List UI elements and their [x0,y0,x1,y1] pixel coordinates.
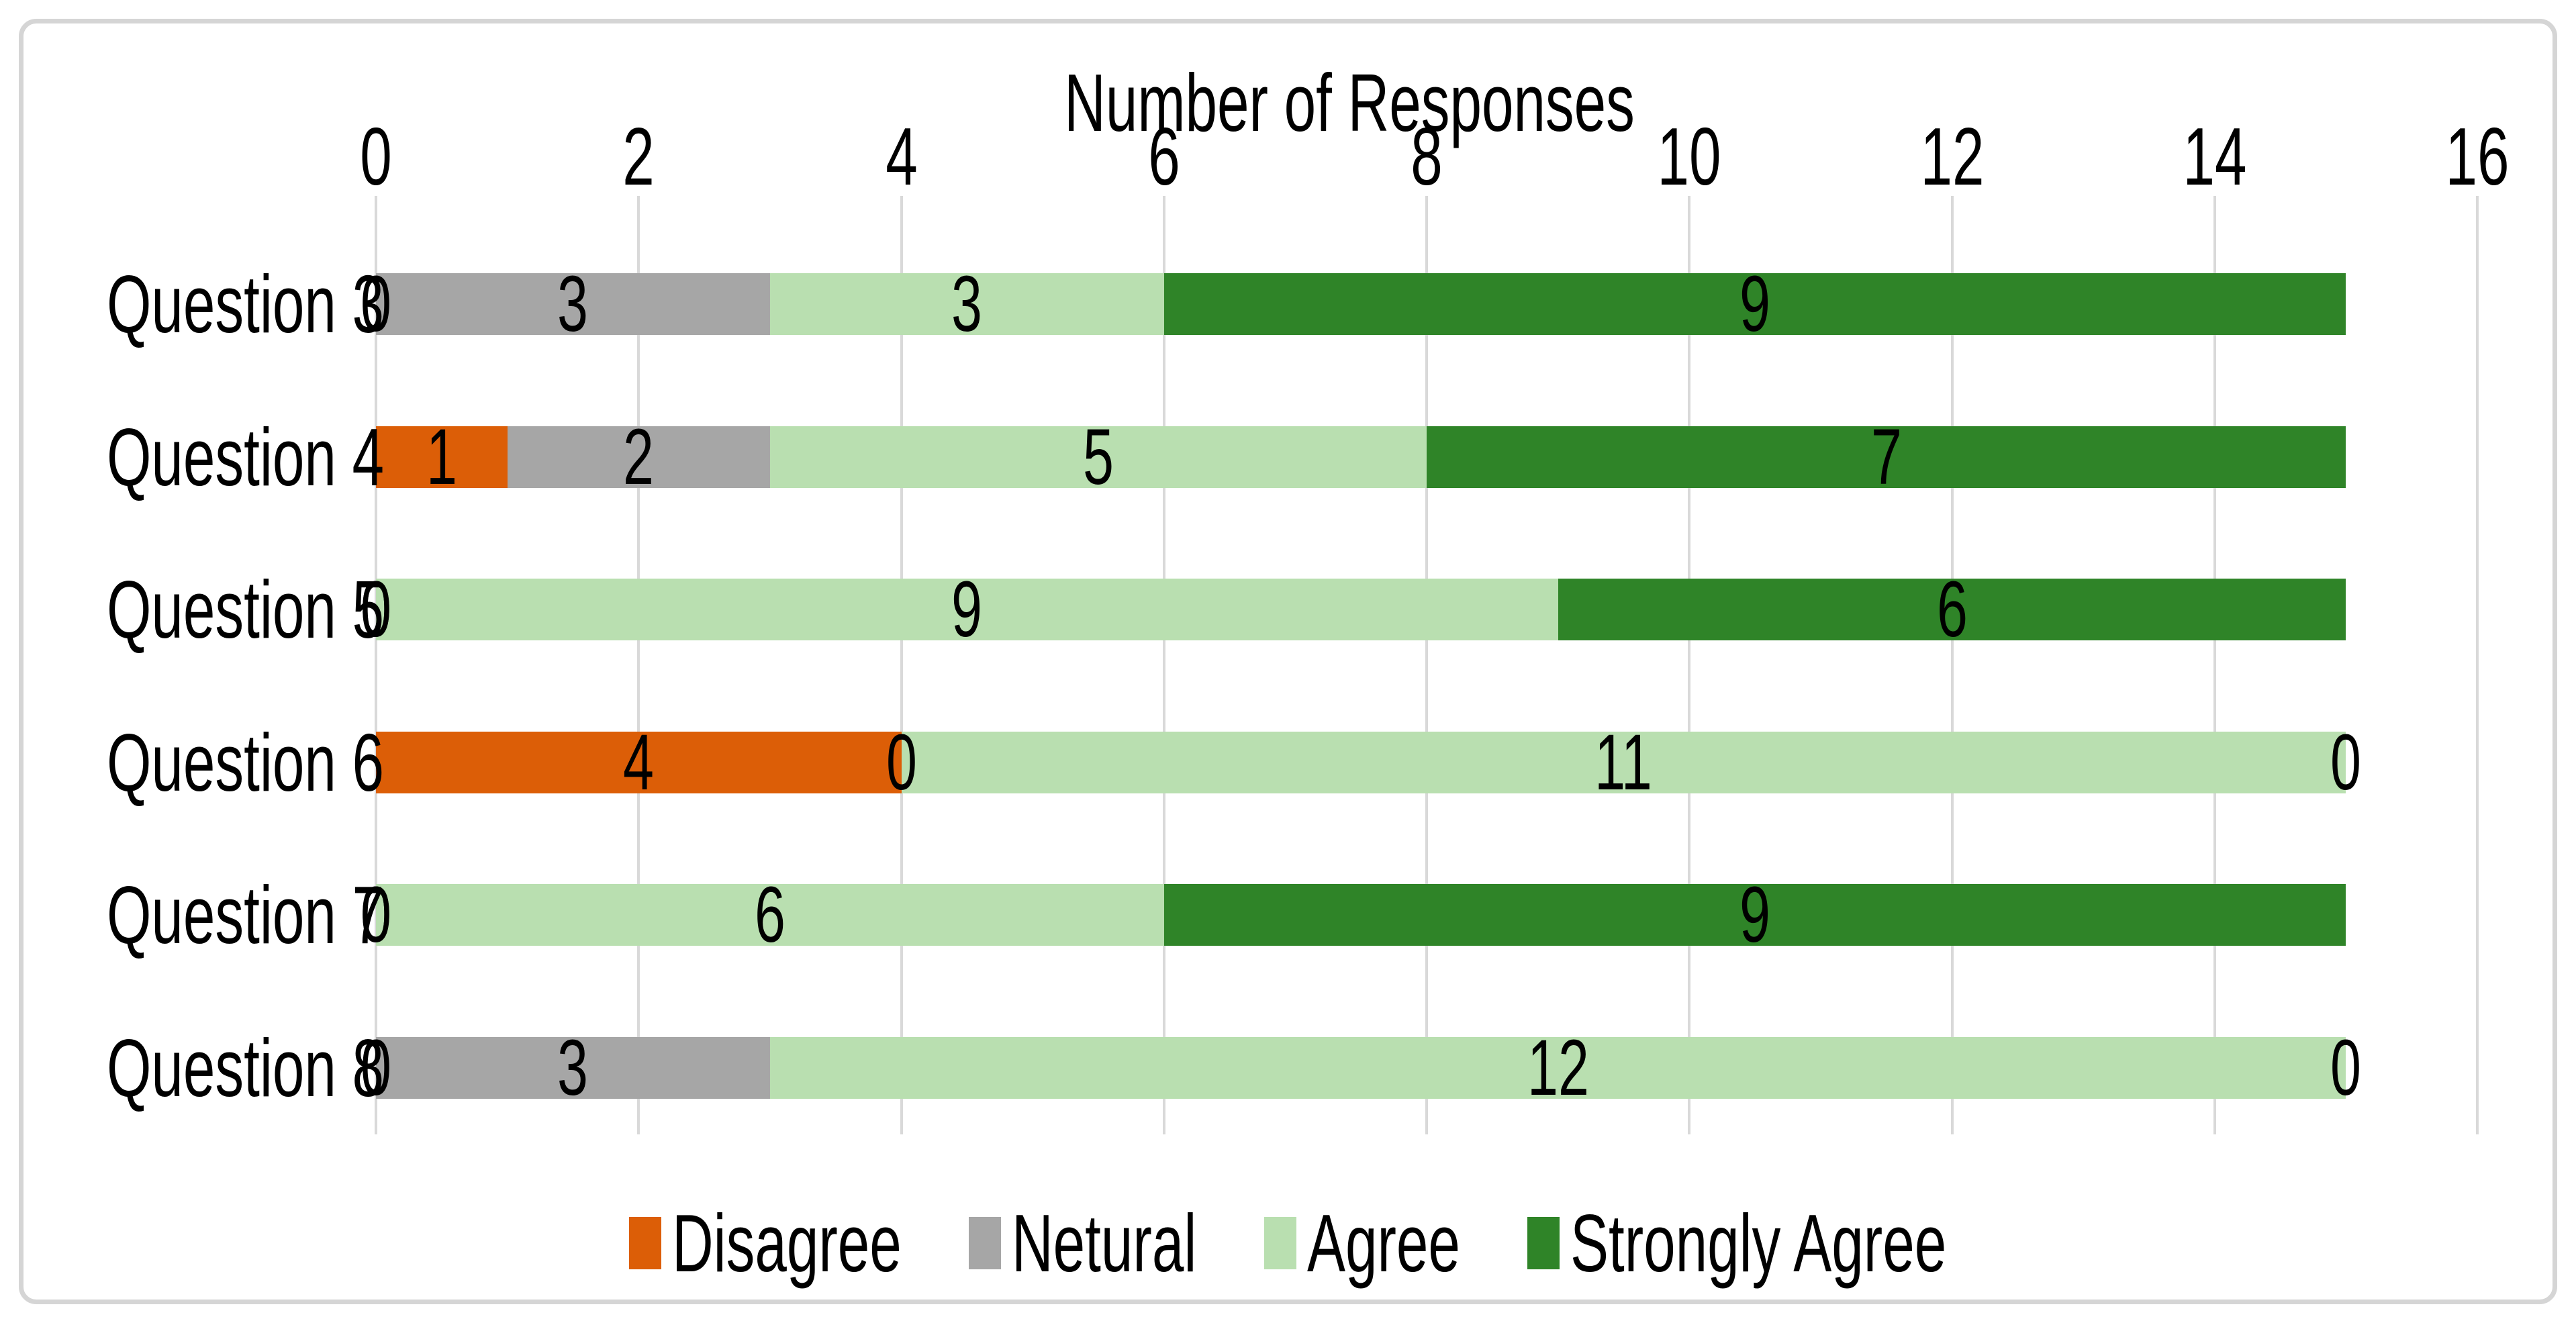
gridline [2476,196,2479,1134]
data-label: 7 [1870,412,1902,501]
chart-frame [19,19,2557,1304]
x-tick-label: 4 [885,111,918,202]
category-label: Question 4 [107,411,385,503]
legend-item-netural: Netural [969,1202,1197,1284]
data-label: 9 [1739,871,1771,959]
legend-label-strongly-agree: Strongly Agree [1570,1197,1947,1289]
bar-segment-disagree: 4 [376,723,902,802]
gridline [637,196,640,1134]
legend: Disagree Netural Agree Strongly Agree [0,1200,2576,1286]
legend-item-disagree: Disagree [629,1202,902,1284]
axis-title: Number of Responses [1064,57,1635,148]
bar-segment-strongly-agree: 7 [1427,418,2346,497]
data-label: 0 [2330,718,2362,807]
gridline [1425,196,1428,1134]
data-label: 0 [361,1023,391,1112]
legend-label-wrap: Disagree [672,1202,902,1284]
bar-segment-agree: 12 [769,1028,2346,1108]
gridline [375,196,377,1134]
data-label: 1 [426,412,457,501]
legend-label-disagree: Disagree [672,1197,902,1289]
category-label: Question 3 [107,258,385,350]
bar-segment-agree: 6 [376,875,1164,954]
x-tick-label: 14 [2183,111,2247,202]
data-label: 0 [361,565,391,654]
data-label: 3 [557,260,589,348]
bar-segment-netural: 3 [376,264,770,344]
bar-segment-disagree: 1 [376,418,508,497]
x-tick-label: 6 [1147,111,1180,202]
x-tick-label: 2 [622,111,655,202]
data-label: 0 [361,871,391,959]
data-label: 9 [951,565,983,654]
bar-segment-strongly-agree: 9 [1163,264,2346,344]
category-label: Question 6 [107,716,385,808]
data-label: 0 [361,871,391,959]
data-label: 0 [361,565,391,654]
bar-segment-strongly-agree: 6 [1558,570,2346,649]
gridline [1162,196,1165,1134]
gridline [900,196,903,1134]
category-label: Question 8 [107,1022,385,1114]
legend-label-agree: Agree [1307,1197,1460,1289]
data-label: 3 [557,1023,589,1112]
data-label: 6 [754,871,785,959]
x-tick-label: 8 [1411,111,1443,202]
bar-row: 4 0 11 0 [376,723,2361,802]
data-label: 0 [2330,1023,2362,1112]
data-label: 11 [1594,718,1653,807]
bar-row: 0 3 12 0 [361,1028,2361,1108]
category-label: Question 7 [107,869,385,961]
x-tick-label: 0 [360,111,392,202]
x-tick-label: 12 [1920,111,1984,202]
legend-swatch-strongly-agree [1527,1217,1560,1269]
bar-segment-agree: 9 [376,570,1558,649]
legend-label-wrap: Netural [1012,1202,1197,1284]
legend-item-agree: Agree [1264,1202,1460,1284]
legend-swatch-agree [1264,1217,1296,1269]
legend-item-strongly-agree: Strongly Agree [1527,1202,1947,1284]
data-label: 9 [1739,260,1771,348]
gridline [2213,196,2216,1134]
bar-segment-agree: 5 [769,418,1427,497]
legend-label-wrap: Agree [1307,1202,1460,1284]
data-label: 4 [623,718,655,807]
bar-segment-strongly-agree: 9 [1163,875,2346,954]
bar-segment-agree: 11 [901,723,2346,802]
data-label: 0 [361,260,391,348]
data-label: 0 [886,718,917,807]
legend-label-wrap: Strongly Agree [1570,1202,1947,1284]
data-label: 2 [623,412,655,501]
x-tick-label: 16 [2445,111,2510,202]
data-label: 5 [1082,412,1114,501]
bar-segment-netural: 2 [507,418,770,497]
data-label: 12 [1527,1023,1589,1112]
data-label: 3 [951,260,983,348]
legend-label-netural: Netural [1012,1197,1197,1289]
legend-swatch-disagree [629,1217,661,1269]
data-label: 6 [1936,565,1968,654]
legend-swatch-netural [969,1217,1001,1269]
category-label: Question 5 [107,564,385,655]
bar-segment-netural: 3 [376,1028,770,1108]
bar-segment-agree: 3 [769,264,1164,344]
gridline [1688,196,1691,1134]
x-tick-label: 10 [1657,111,1721,202]
gridline [1950,196,1954,1134]
